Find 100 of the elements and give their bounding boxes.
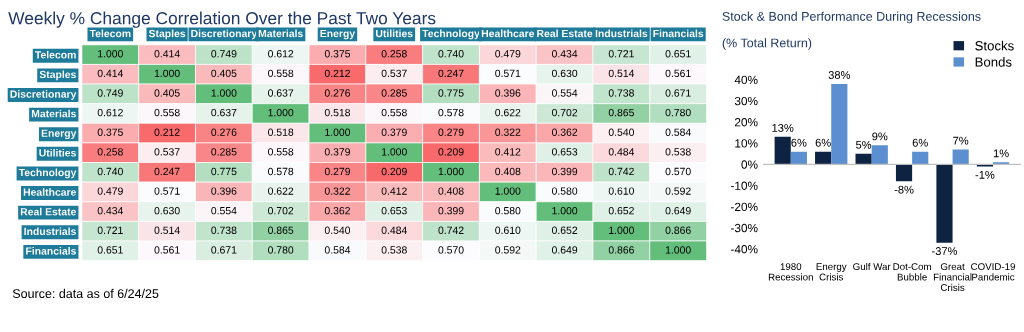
bar xyxy=(993,162,1010,165)
x-tick-label: Telecom xyxy=(89,29,131,38)
x-tick-label: Gulf War xyxy=(853,262,891,271)
x-tick-label: Real Estate xyxy=(537,29,593,38)
y-tick-label: 20% xyxy=(734,118,758,127)
bar xyxy=(831,83,848,165)
data-label: 0.651 xyxy=(97,246,123,254)
data-label: 0.742 xyxy=(608,167,634,176)
data-label: 0.651 xyxy=(665,50,691,58)
data-label: 1.000 xyxy=(268,108,294,117)
data-label: 0.258 xyxy=(97,148,123,156)
data-label: 0.362 xyxy=(324,206,350,215)
data-label: 0.540 xyxy=(324,226,351,234)
data-label: 0.721 xyxy=(608,50,634,58)
data-label: 0.554 xyxy=(551,89,578,97)
y-tick-label: Technology xyxy=(18,168,77,179)
data-label: 0.209 xyxy=(438,148,464,156)
y-tick-label: Energy xyxy=(41,129,77,140)
y-tick-label: Staples xyxy=(39,70,76,81)
data-label: 0.379 xyxy=(381,128,407,136)
data-label: 6% xyxy=(791,138,807,147)
y-tick-label: -40% xyxy=(730,245,758,254)
data-label: 0.479 xyxy=(495,50,521,58)
y-tick-label: 40% xyxy=(734,75,758,85)
data-label: 0.740 xyxy=(438,50,464,58)
data-label: 6% xyxy=(815,138,831,147)
bar xyxy=(774,136,791,165)
data-label: 0.408 xyxy=(495,167,521,176)
x-tick-label: Staples xyxy=(148,29,186,40)
data-label: 0.514 xyxy=(608,69,635,78)
data-label: 0.866 xyxy=(608,246,634,254)
data-label: 0.653 xyxy=(381,206,407,215)
data-label: 0.671 xyxy=(211,246,237,254)
data-label: 1.000 xyxy=(325,128,351,136)
x-tick-label: Dot-Com Bubble xyxy=(893,263,931,281)
data-label: 0.742 xyxy=(438,226,464,234)
data-label: -1% xyxy=(975,170,995,179)
data-label: 0.630 xyxy=(154,206,180,215)
data-label: 0.554 xyxy=(211,206,237,215)
data-label: 0.571 xyxy=(495,69,521,78)
bar xyxy=(871,145,888,165)
data-label: 0.780 xyxy=(665,108,691,117)
data-label: 0.434 xyxy=(551,50,578,58)
data-label: 0.558 xyxy=(268,69,294,78)
data-label: 1% xyxy=(993,149,1009,158)
y-tick-label: Discretionary xyxy=(10,90,77,100)
x-tick-label: Energy Crisis xyxy=(816,263,847,281)
x-tick-label: Utilities xyxy=(376,29,413,38)
data-label: 0.865 xyxy=(608,108,634,117)
data-label: 0.558 xyxy=(268,148,294,156)
y-tick-label: -20% xyxy=(730,202,758,212)
y-tick-label: Industrials xyxy=(24,227,76,236)
x-tick-label: Great Financial Crisis xyxy=(933,263,972,291)
data-label: 0.399 xyxy=(438,206,464,215)
data-label: 0.379 xyxy=(324,148,350,156)
data-label: 0.408 xyxy=(438,187,464,195)
data-label: 0.484 xyxy=(381,226,407,234)
data-label: 0.561 xyxy=(154,246,180,254)
bar xyxy=(790,151,807,165)
data-label: 0.865 xyxy=(268,226,294,234)
data-label: 0.780 xyxy=(268,246,294,254)
x-tick-label: Energy xyxy=(320,29,356,40)
data-label: 0.649 xyxy=(551,246,578,254)
bar xyxy=(855,153,872,165)
data-label: 0.276 xyxy=(211,128,237,136)
data-label: 0.538 xyxy=(381,246,407,254)
data-label: 0.738 xyxy=(608,89,634,97)
data-label: 0.610 xyxy=(495,226,521,234)
data-label: 1.000 xyxy=(98,50,123,58)
data-label: 9% xyxy=(872,132,888,141)
data-label: 0.484 xyxy=(608,148,635,156)
data-label: 0.570 xyxy=(438,246,464,254)
data-label: 0.375 xyxy=(324,50,351,58)
data-label: 0.362 xyxy=(551,128,578,136)
data-label: 0.414 xyxy=(97,69,124,78)
data-label: 0.558 xyxy=(381,108,407,117)
data-label: 0.578 xyxy=(438,108,464,117)
data-label: 0.396 xyxy=(211,187,237,195)
chart-subtitle: (% Total Return) xyxy=(722,38,812,50)
x-tick-label: Technology xyxy=(422,29,480,40)
bar xyxy=(815,151,832,165)
x-tick-label: 1980 Recession xyxy=(768,263,813,281)
data-label: 0.580 xyxy=(495,206,521,215)
data-label: 0.749 xyxy=(97,89,123,97)
data-label: 0.375 xyxy=(97,128,123,136)
data-label: 0.538 xyxy=(665,148,691,156)
data-label: 0.537 xyxy=(381,69,407,78)
data-label: 0.247 xyxy=(154,167,180,176)
data-label: 0.570 xyxy=(665,167,691,176)
data-label: 0.738 xyxy=(211,226,237,234)
data-label: 0.396 xyxy=(495,89,521,97)
data-label: 0.322 xyxy=(324,187,350,195)
chart-title: Weekly % Change Correlation Over the Past Two Years xyxy=(8,11,436,28)
data-label: 0.775 xyxy=(438,89,464,97)
x-tick-label: Materials xyxy=(258,29,303,38)
data-label: 0.518 xyxy=(268,128,294,136)
data-label: 1.000 xyxy=(552,206,578,215)
legend-label: Stocks xyxy=(975,40,1014,51)
legend-label: Bonds xyxy=(975,57,1012,67)
data-label: 0.584 xyxy=(324,246,351,254)
